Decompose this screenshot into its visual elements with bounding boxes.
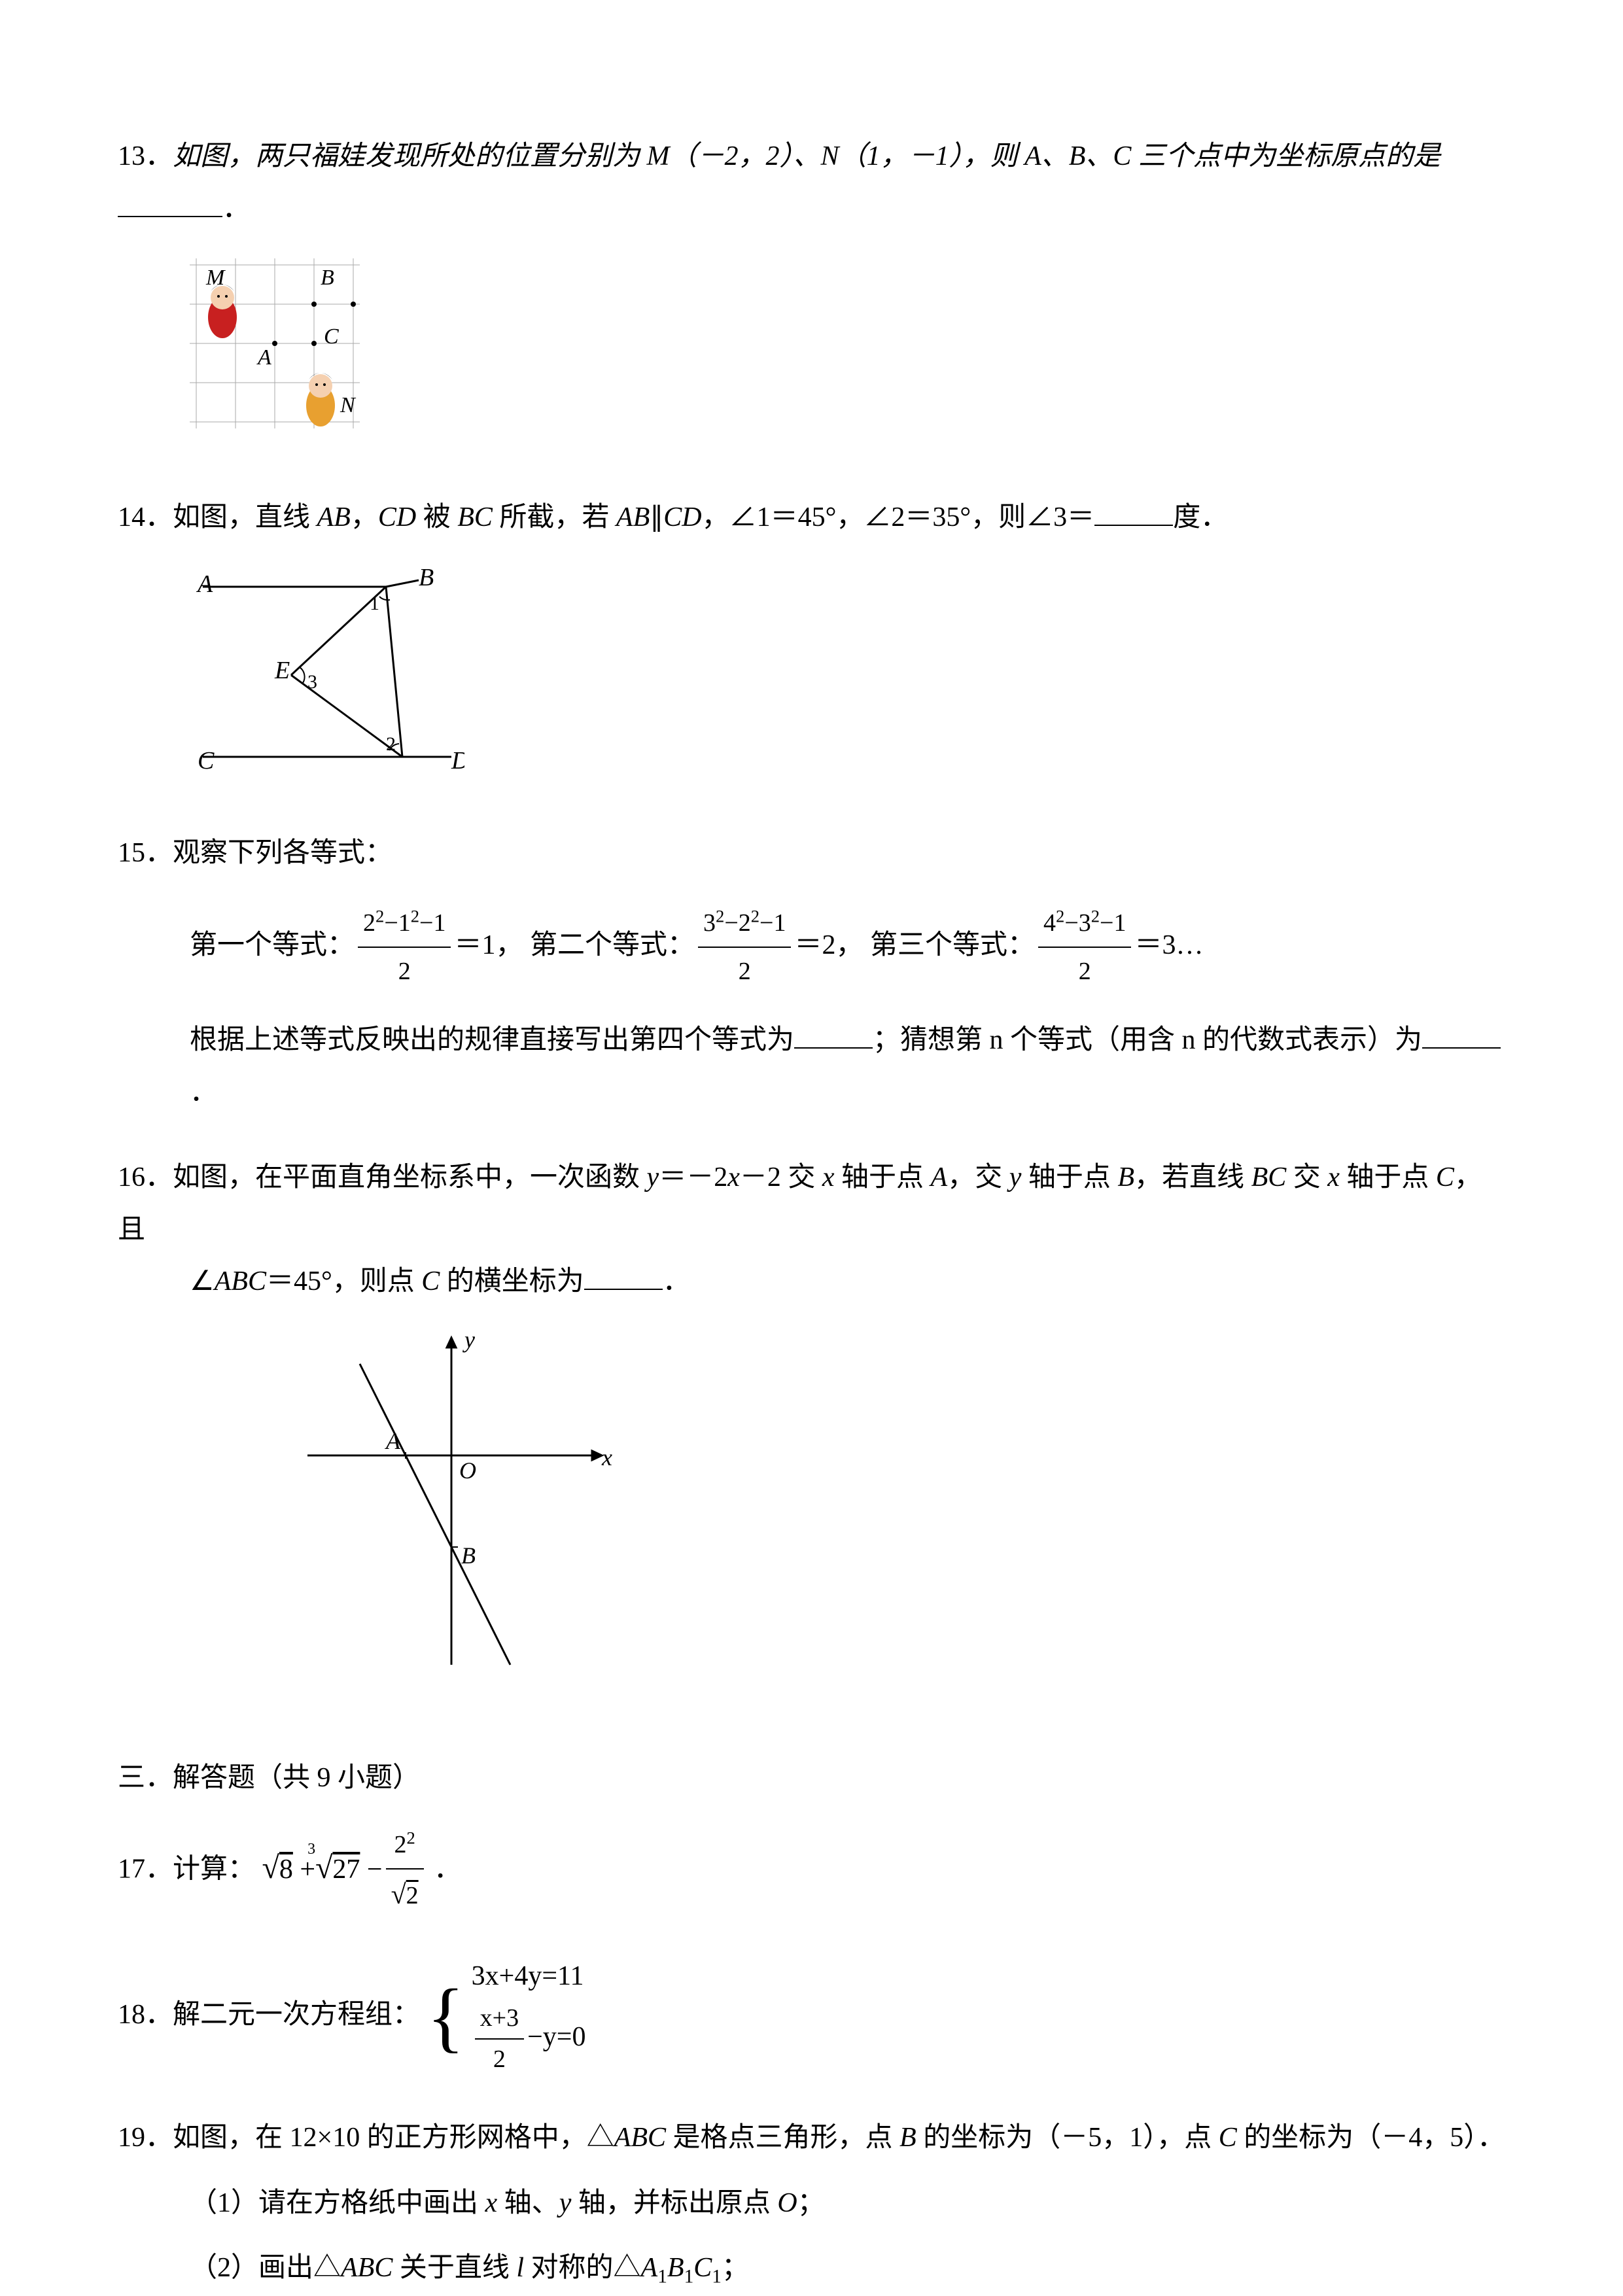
q18-eq2: x+32−y=0	[472, 2022, 586, 2052]
q15-eq3-rhs: ＝3…	[1134, 930, 1203, 960]
section-3-heading: 三．解答题（共 9 小题）	[118, 1755, 1505, 1795]
q19-part2: （2）画出△ABC 关于直线 l 对称的△A1B1C1；	[118, 2242, 1505, 2295]
question-19: 19．如图，在 12×10 的正方形网格中，△ABC 是格点三角形，点 B 的坐…	[118, 2112, 1505, 2296]
q14-body: 如图，直线 AB，CD 被 BC 所截，若 AB∥CD，∠1＝45°，∠2＝35…	[173, 502, 1094, 532]
q16-text2: ∠ABC＝45°，则点 C 的横坐标为	[190, 1266, 584, 1296]
q16-text: 如图，在平面直角坐标系中，一次函数 y＝－2x－2 交 x 轴于点 A，交 y …	[118, 1162, 1482, 1245]
q18-text: 解二元一次方程组：	[173, 2000, 420, 2030]
svg-text:A: A	[385, 1428, 401, 1454]
q15-line2: 根据上述等式反映出的规律直接写出第四个等式为 ；猜想第 n 个等式（用含 n 的代…	[118, 1015, 1505, 1119]
svg-text:D: D	[451, 747, 464, 774]
q15-eq3-den: 2	[1038, 948, 1131, 995]
q15-blank1	[794, 1042, 873, 1049]
question-15: 15．观察下列各等式： 第一个等式：22−12−12＝1， 第二个等式：32−2…	[118, 827, 1505, 1119]
q13-text: 13．如图，两只福娃发现所处的位置分别为 M（－2，2）、N（1，－1），则 A…	[118, 131, 1505, 235]
q13-body: 如图，两只福娃发现所处的位置分别为 M（－2，2）、N（1，－1），则 A、B、…	[173, 141, 1440, 171]
q19-text: 如图，在 12×10 的正方形网格中，△ABC 是格点三角形，点 B 的坐标为（…	[173, 2123, 1505, 2153]
question-18: 18．解二元一次方程组： { 3x+4y=11 x+32−y=0	[118, 1955, 1505, 2079]
q15-equations: 第一个等式：22−12−12＝1， 第二个等式：32−22−12＝2， 第三个等…	[118, 899, 1505, 995]
svg-text:2: 2	[386, 733, 396, 755]
q15-line2-text: 根据上述等式反映出的规律直接写出第四个等式为	[190, 1025, 794, 1055]
svg-text:A: A	[256, 345, 271, 370]
q16-text2-wrap: ∠ABC＝45°，则点 C 的横坐标为 ．	[118, 1256, 1505, 1308]
svg-text:E: E	[274, 657, 290, 684]
brace-icon: {	[427, 1985, 465, 2048]
q19-p2: （2）画出△ABC 关于直线 l 对称的△A1B1C1；	[190, 2253, 749, 2283]
question-13: 13．如图，两只福娃发现所处的位置分别为 M（－2，2）、N（1，－1），则 A…	[118, 131, 1505, 459]
q15-blank2	[1422, 1042, 1501, 1049]
question-14: 14．如图，直线 AB，CD 被 BC 所截，若 AB∥CD，∠1＝45°，∠2…	[118, 492, 1505, 795]
svg-text:B: B	[419, 564, 434, 591]
svg-text:A: A	[196, 570, 213, 598]
svg-text:C: C	[198, 747, 215, 774]
q15-eq1-label: 第一个等式：	[190, 930, 355, 960]
q15-eq2-den: 2	[698, 948, 791, 995]
q19-p1: （1）请在方格纸中画出 x 轴、y 轴，并标出原点 O；	[190, 2188, 825, 2218]
q13-suffix: ．	[222, 194, 250, 224]
q15-eq3-frac: 42−32−12	[1038, 899, 1131, 995]
q17-cbrt27: 27	[332, 1854, 360, 1885]
svg-text:B: B	[321, 266, 334, 290]
q19-num: 19．	[118, 2123, 173, 2153]
q14-figure: A B C D E 1 2 3	[190, 561, 1505, 795]
q15-eq2-frac: 32−22−12	[698, 899, 791, 995]
svg-text:x: x	[601, 1444, 612, 1470]
q17-text: 计算：	[173, 1854, 255, 1885]
svg-text:y: y	[462, 1327, 475, 1353]
fuwa-m-icon	[208, 285, 237, 338]
q17-expr: √8 +3√27 −22√2	[262, 1854, 434, 1885]
q15-eq3-label: 第三个等式：	[870, 930, 1035, 960]
q15-suffix: ．	[190, 1077, 217, 1107]
q17-suffix: ．	[434, 1854, 461, 1885]
q18-eqs: 3x+4y=11 x+32−y=0	[472, 1955, 586, 2079]
question-17: 17．计算： √8 +3√27 −22√2 ．	[118, 1821, 1505, 1922]
q15-eq2-label: 第二个等式：	[530, 930, 695, 960]
svg-text:C: C	[324, 324, 339, 349]
q17-num: 17．	[118, 1854, 173, 1885]
q15-eq3-num: 42−32−1	[1038, 899, 1131, 948]
q18-system: { 3x+4y=11 x+32−y=0	[427, 1955, 586, 2079]
q17-frac: 22√2	[386, 1821, 424, 1922]
q15-line2b: ；猜想第 n 个等式（用含 n 的代数式表示）为	[873, 1025, 1422, 1055]
q15-eq2-rhs: ＝2，	[794, 930, 863, 960]
svg-text:M: M	[205, 266, 226, 290]
svg-text:B: B	[461, 1542, 476, 1569]
q15-eq1-num: 22−12−1	[358, 899, 451, 948]
q17-frac-num: 22	[386, 1821, 424, 1870]
q15-eq1-rhs: ＝1，	[454, 930, 523, 960]
q18-num: 18．	[118, 2000, 173, 2030]
q17-sqrt8: 8	[279, 1854, 293, 1885]
q16-suffix: ．	[663, 1266, 690, 1296]
svg-text:O: O	[459, 1457, 476, 1484]
question-16: 16．如图，在平面直角坐标系中，一次函数 y＝－2x－2 交 x 轴于点 A，交…	[118, 1152, 1505, 1703]
q14-blank	[1094, 519, 1173, 526]
q14-num: 14．	[118, 502, 173, 532]
q17-frac-den: √2	[386, 1870, 424, 1922]
svg-text:N: N	[340, 393, 357, 417]
fuwa-n-icon	[306, 373, 335, 426]
q15-num: 15．	[118, 838, 173, 868]
q13-figure: M B A C N	[190, 252, 1505, 460]
q13-blank	[118, 211, 222, 217]
q15-eq1-den: 2	[358, 948, 451, 995]
q13-num: 13．	[118, 141, 173, 171]
q15-eq2-num: 32−22−1	[698, 899, 791, 948]
q16-blank	[584, 1283, 663, 1290]
svg-text:1: 1	[370, 593, 379, 614]
q17-cbrt: 3√27	[315, 1838, 360, 1898]
q15-eq1-frac: 22−12−12	[358, 899, 451, 995]
q18-eq1: 3x+4y=11	[472, 1961, 584, 1991]
q16-num: 16．	[118, 1162, 173, 1192]
q16-figure: y x O A B	[281, 1325, 1505, 1703]
q19-part1: （1）请在方格纸中画出 x 轴、y 轴，并标出原点 O；	[118, 2178, 1505, 2230]
svg-text:3: 3	[307, 671, 317, 693]
q14-text: 14．如图，直线 AB，CD 被 BC 所截，若 AB∥CD，∠1＝45°，∠2…	[118, 492, 1505, 544]
q15-lead: 观察下列各等式：	[173, 838, 393, 868]
q14-suffix: 度．	[1173, 502, 1228, 532]
